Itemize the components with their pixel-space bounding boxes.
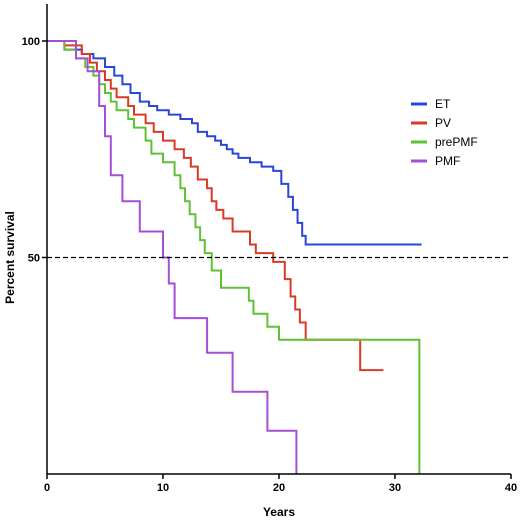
x-tick-label-10: 10	[157, 482, 169, 494]
legend: ET PV prePMF PMF	[411, 97, 478, 168]
legend-label-pv: PV	[435, 116, 451, 130]
x-tick-label-40: 40	[505, 482, 517, 494]
legend-label-et: ET	[435, 97, 451, 111]
series-line-pmf	[47, 40, 298, 474]
y-tick-label-100: 100	[22, 36, 40, 48]
plot-lines	[47, 40, 422, 474]
ticks: 0 10 20 30 40 50 100	[22, 36, 517, 494]
x-tick-label-30: 30	[389, 482, 401, 494]
y-tick-label-50: 50	[28, 253, 40, 265]
legend-label-prepmf: prePMF	[435, 135, 478, 149]
x-tick-label-0: 0	[44, 482, 50, 494]
x-tick-label-20: 20	[273, 482, 285, 494]
x-axis-title: Years	[263, 505, 295, 519]
series-line-et	[47, 40, 422, 246]
y-axis-title: Percent survival	[3, 211, 17, 304]
legend-label-pmf: PMF	[435, 154, 460, 168]
series-line-pv	[47, 40, 384, 372]
axes	[46, 4, 511, 475]
